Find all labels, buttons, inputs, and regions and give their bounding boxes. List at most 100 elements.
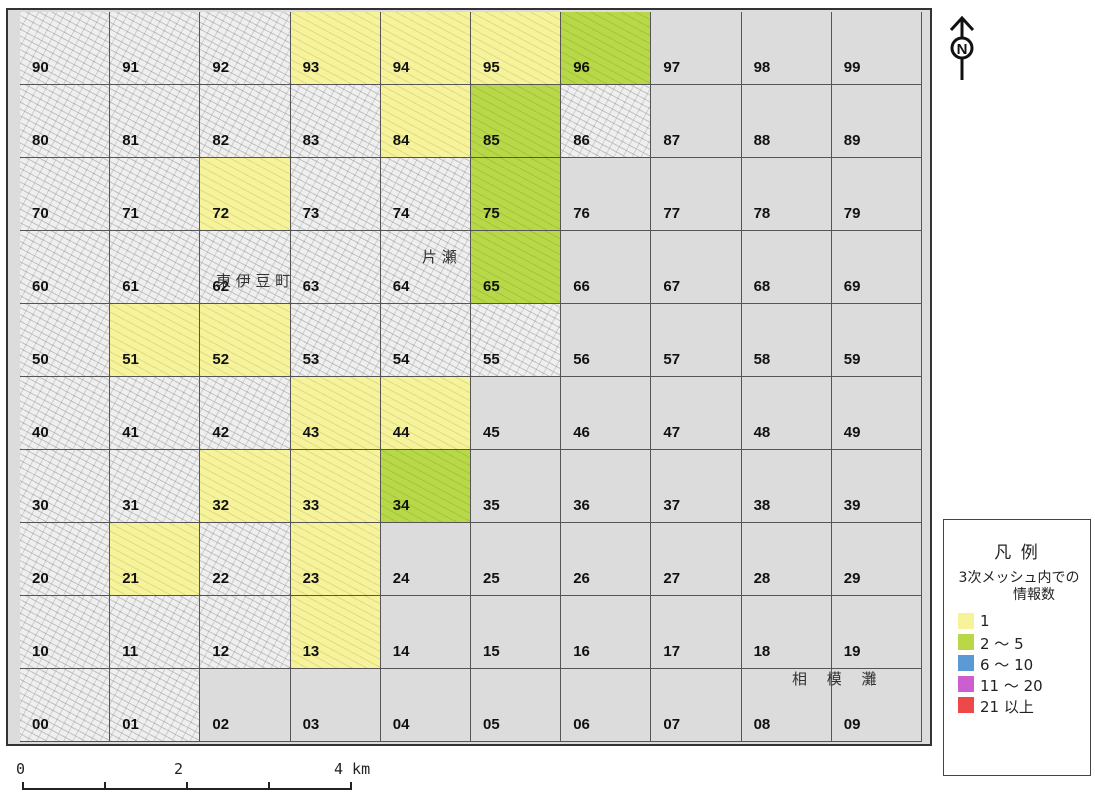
mesh-cell-53[interactable]: 53 [290,304,381,377]
mesh-cell-69[interactable]: 69 [831,231,922,304]
mesh-cell-99[interactable]: 99 [831,12,922,85]
mesh-cell-42[interactable]: 42 [200,377,291,450]
mesh-cell-14[interactable]: 14 [380,596,471,669]
mesh-cell-28[interactable]: 28 [741,523,832,596]
mesh-cell-02[interactable]: 02 [200,669,291,742]
mesh-cell-35[interactable]: 35 [471,450,562,523]
mesh-cell-37[interactable]: 37 [651,450,742,523]
mesh-cell-87[interactable]: 87 [651,85,742,158]
mesh-cell-05[interactable]: 05 [471,669,562,742]
mesh-cell-88[interactable]: 88 [741,85,832,158]
mesh-cell-78[interactable]: 78 [741,158,832,231]
mesh-cell-18[interactable]: 18 [741,596,832,669]
mesh-cell-86[interactable]: 86 [561,85,652,158]
mesh-cell-91[interactable]: 91 [110,12,201,85]
mesh-cell-76[interactable]: 76 [561,158,652,231]
mesh-cell-85[interactable]: 85 [471,85,562,158]
mesh-cell-32[interactable]: 32 [200,450,291,523]
mesh-cell-44[interactable]: 44 [380,377,471,450]
mesh-cell-17[interactable]: 17 [651,596,742,669]
mesh-map[interactable]: 90 91 92 93 94 95 96 97 98 99 80 81 82 83 84 85 86 87 88 89… [20,12,922,742]
mesh-cell-30[interactable]: 30 [20,450,111,523]
mesh-cell-95[interactable]: 95 [471,12,562,85]
mesh-cell-71[interactable]: 71 [110,158,201,231]
mesh-cell-52[interactable]: 52 [200,304,291,377]
mesh-cell-77[interactable]: 77 [651,158,742,231]
mesh-cell-26[interactable]: 26 [561,523,652,596]
mesh-cell-41[interactable]: 41 [110,377,201,450]
mesh-cell-08[interactable]: 08 [741,669,832,742]
mesh-cell-94[interactable]: 94 [380,12,471,85]
mesh-cell-23[interactable]: 23 [290,523,381,596]
mesh-cell-04[interactable]: 04 [380,669,471,742]
mesh-cell-64[interactable]: 64 [380,231,471,304]
mesh-cell-75[interactable]: 75 [471,158,562,231]
mesh-cell-93[interactable]: 93 [290,12,381,85]
mesh-cell-72[interactable]: 72 [200,158,291,231]
mesh-cell-27[interactable]: 27 [651,523,742,596]
mesh-cell-58[interactable]: 58 [741,304,832,377]
mesh-cell-51[interactable]: 51 [110,304,201,377]
mesh-cell-07[interactable]: 07 [651,669,742,742]
mesh-cell-34[interactable]: 34 [380,450,471,523]
mesh-cell-12[interactable]: 12 [200,596,291,669]
mesh-cell-62[interactable]: 62 [200,231,291,304]
mesh-cell-92[interactable]: 92 [200,12,291,85]
mesh-cell-98[interactable]: 98 [741,12,832,85]
mesh-cell-48[interactable]: 48 [741,377,832,450]
mesh-cell-68[interactable]: 68 [741,231,832,304]
mesh-cell-46[interactable]: 46 [561,377,652,450]
mesh-cell-97[interactable]: 97 [651,12,742,85]
mesh-cell-63[interactable]: 63 [290,231,381,304]
mesh-cell-56[interactable]: 56 [561,304,652,377]
mesh-cell-15[interactable]: 15 [471,596,562,669]
mesh-cell-59[interactable]: 59 [831,304,922,377]
mesh-cell-79[interactable]: 79 [831,158,922,231]
mesh-cell-96[interactable]: 96 [561,12,652,85]
mesh-cell-60[interactable]: 60 [20,231,111,304]
mesh-cell-03[interactable]: 03 [290,669,381,742]
mesh-cell-74[interactable]: 74 [380,158,471,231]
mesh-cell-39[interactable]: 39 [831,450,922,523]
mesh-cell-45[interactable]: 45 [471,377,562,450]
mesh-cell-25[interactable]: 25 [471,523,562,596]
mesh-cell-09[interactable]: 09 [831,669,922,742]
mesh-cell-73[interactable]: 73 [290,158,381,231]
mesh-cell-82[interactable]: 82 [200,85,291,158]
mesh-cell-40[interactable]: 40 [20,377,111,450]
mesh-cell-54[interactable]: 54 [380,304,471,377]
mesh-cell-11[interactable]: 11 [110,596,201,669]
mesh-cell-47[interactable]: 47 [651,377,742,450]
mesh-cell-81[interactable]: 81 [110,85,201,158]
mesh-cell-90[interactable]: 90 [20,12,111,85]
mesh-cell-19[interactable]: 19 [831,596,922,669]
mesh-cell-10[interactable]: 10 [20,596,111,669]
mesh-cell-55[interactable]: 55 [471,304,562,377]
mesh-cell-89[interactable]: 89 [831,85,922,158]
mesh-cell-22[interactable]: 22 [200,523,291,596]
mesh-cell-57[interactable]: 57 [651,304,742,377]
mesh-cell-70[interactable]: 70 [20,158,111,231]
mesh-cell-50[interactable]: 50 [20,304,111,377]
mesh-cell-00[interactable]: 00 [20,669,111,742]
mesh-cell-33[interactable]: 33 [290,450,381,523]
mesh-cell-24[interactable]: 24 [380,523,471,596]
mesh-cell-83[interactable]: 83 [290,85,381,158]
mesh-cell-43[interactable]: 43 [290,377,381,450]
mesh-cell-61[interactable]: 61 [110,231,201,304]
mesh-cell-84[interactable]: 84 [380,85,471,158]
mesh-cell-38[interactable]: 38 [741,450,832,523]
mesh-cell-36[interactable]: 36 [561,450,652,523]
mesh-cell-21[interactable]: 21 [110,523,201,596]
mesh-cell-29[interactable]: 29 [831,523,922,596]
mesh-cell-06[interactable]: 06 [561,669,652,742]
mesh-cell-13[interactable]: 13 [290,596,381,669]
mesh-cell-67[interactable]: 67 [651,231,742,304]
mesh-cell-20[interactable]: 20 [20,523,111,596]
mesh-cell-80[interactable]: 80 [20,85,111,158]
mesh-cell-66[interactable]: 66 [561,231,652,304]
mesh-cell-16[interactable]: 16 [561,596,652,669]
mesh-cell-01[interactable]: 01 [110,669,201,742]
mesh-cell-31[interactable]: 31 [110,450,201,523]
mesh-cell-49[interactable]: 49 [831,377,922,450]
